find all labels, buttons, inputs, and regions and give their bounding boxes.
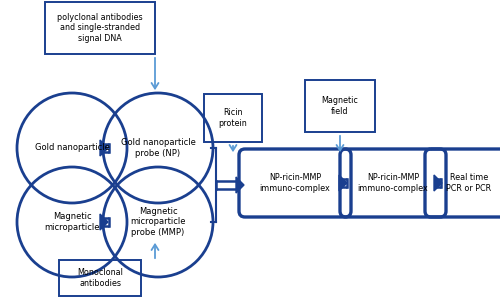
Polygon shape xyxy=(100,214,108,230)
Text: Gold nanoparticle: Gold nanoparticle xyxy=(34,143,110,153)
Text: Monoclonal
antibodies: Monoclonal antibodies xyxy=(77,268,123,288)
Text: Ricin
protein: Ricin protein xyxy=(218,108,248,128)
Text: NP-ricin-MMP
immuno-complex: NP-ricin-MMP immuno-complex xyxy=(358,173,428,193)
Polygon shape xyxy=(339,175,347,191)
Polygon shape xyxy=(434,175,442,191)
Text: polyclonal antibodies
and single-stranded
signal DNA: polyclonal antibodies and single-strande… xyxy=(57,13,143,43)
Text: Real time
PCR or PCR: Real time PCR or PCR xyxy=(446,173,492,193)
Text: Magnetic
microparticle: Magnetic microparticle xyxy=(44,212,100,232)
Polygon shape xyxy=(100,140,108,156)
Polygon shape xyxy=(236,177,244,193)
Text: NP-ricin-MMP
immuno-complex: NP-ricin-MMP immuno-complex xyxy=(260,173,330,193)
Text: Magnetic
field: Magnetic field xyxy=(322,96,358,116)
Text: Magnetic
microparticle
probe (MMP): Magnetic microparticle probe (MMP) xyxy=(130,207,186,237)
Text: Gold nanoparticle
probe (NP): Gold nanoparticle probe (NP) xyxy=(120,138,196,158)
